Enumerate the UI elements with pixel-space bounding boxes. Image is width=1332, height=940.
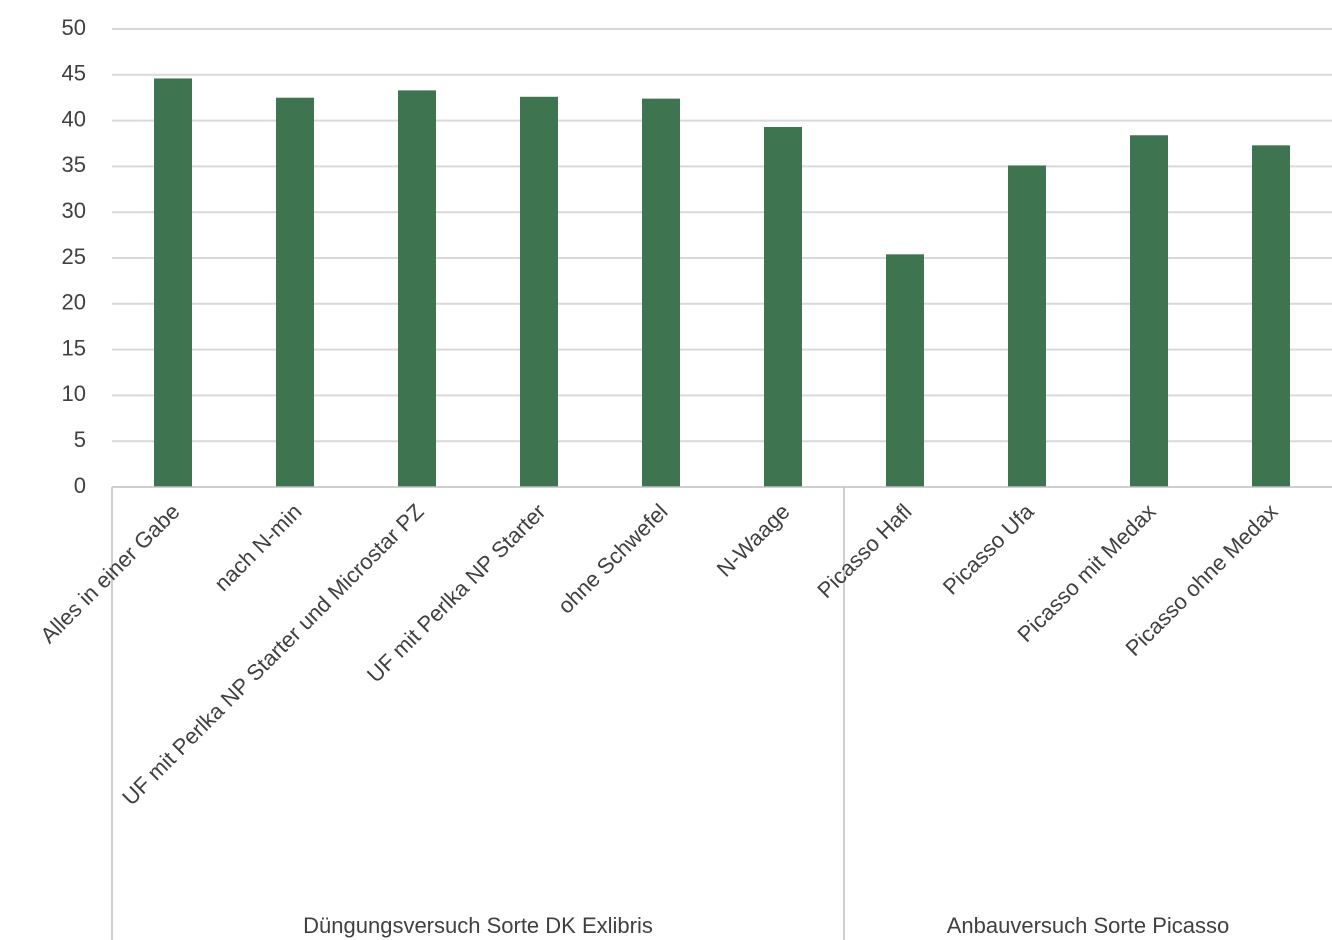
y-tick-label: 30 xyxy=(62,198,86,223)
y-tick-label: 50 xyxy=(62,15,86,40)
y-tick-label: 0 xyxy=(74,473,86,498)
y-tick-label: 10 xyxy=(62,381,86,406)
bar xyxy=(1252,145,1290,487)
bar xyxy=(1008,165,1046,487)
y-tick-label: 25 xyxy=(62,244,86,269)
category-label: nach N-min xyxy=(209,499,306,596)
bar xyxy=(1130,135,1168,488)
bar xyxy=(276,97,314,487)
bar xyxy=(520,96,558,487)
category-label: Picasso Hafl xyxy=(812,499,916,603)
category-label: ohne Schwefel xyxy=(553,499,673,619)
x-axis xyxy=(111,486,1332,940)
y-tick-label: 45 xyxy=(62,61,86,86)
y-tick-label: 40 xyxy=(62,106,86,131)
y-axis-ticks: 0 5 10 15 20 25 30 35 40 45 50 xyxy=(62,15,86,498)
group-label: Düngungsversuch Sorte DK Exlibris xyxy=(303,913,653,938)
category-label: N-Waage xyxy=(712,499,795,582)
y-tick-label: 5 xyxy=(74,427,86,452)
y-tick-label: 15 xyxy=(62,335,86,360)
category-label: Picasso Ufa xyxy=(938,498,1039,599)
bar xyxy=(764,127,802,488)
category-label: Alles in einer Gabe xyxy=(35,499,184,648)
bar xyxy=(886,254,924,487)
y-tick-label: 35 xyxy=(62,152,86,177)
group-label: Anbauversuch Sorte Picasso xyxy=(947,913,1230,938)
group-labels: Düngungsversuch Sorte DK Exlibris Anbauve… xyxy=(303,913,1229,938)
bar xyxy=(154,78,192,488)
bars xyxy=(154,78,1290,488)
bar xyxy=(398,90,436,487)
bar xyxy=(642,98,680,487)
y-tick-label: 20 xyxy=(62,290,86,315)
gridlines xyxy=(112,28,1332,443)
